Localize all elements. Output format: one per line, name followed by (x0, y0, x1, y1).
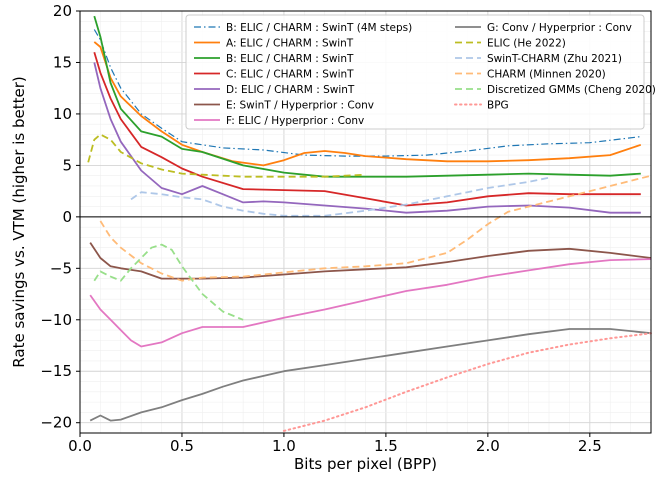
series-line-c-elic-charm-swint (93, 51, 641, 207)
y-tick-label: −10 (40, 311, 72, 329)
series-line-elic-he-2022 (87, 133, 366, 178)
series-line-e-swint-hyperprior-conv (89, 242, 652, 280)
series-line-bpg (282, 332, 652, 432)
series-line-charm-minnen-2020 (99, 174, 652, 282)
y-axis-title: Rate savings vs. VTM (higher is better) (10, 76, 28, 367)
series-line-a-elic-charm-swint (93, 41, 642, 167)
y-tick-label: −20 (40, 414, 72, 432)
legend-label: B: ELIC / CHARM : SwinT (226, 53, 354, 65)
series-line-d-elic-charm-swint (93, 62, 641, 214)
legend-label: A: ELIC / CHARM : SwinT (226, 38, 354, 50)
legend-label: B: ELIC / CHARM : SwinT (4M steps) (226, 22, 412, 34)
legend-label: D: ELIC / CHARM : SwinT (226, 84, 355, 96)
series-line-g-conv-hyperprior-conv (89, 328, 652, 422)
legend-label: Discretized GMMs (Cheng 2020) (487, 84, 656, 96)
x-tick-label: 2.0 (476, 437, 500, 455)
x-tick-label: 1.0 (272, 437, 296, 455)
series-line-swint-charm-zhu-2021 (130, 176, 550, 217)
x-tick-label: 2.5 (578, 437, 602, 455)
series-line-b-elic-charm-swint (93, 15, 641, 178)
axes-frame (79, 10, 652, 434)
y-tick-label: −15 (40, 362, 72, 380)
y-tick-label: 15 (53, 53, 72, 71)
legend-label: SwinT-CHARM (Zhu 2021) (487, 53, 622, 65)
legend-label: G: Conv / Hyperprior : Conv (487, 22, 632, 34)
legend-box (185, 14, 645, 130)
y-tick-label: 10 (53, 105, 72, 123)
series-line-discretized-gmms-cheng-2020 (93, 243, 244, 321)
y-tick-label: 0 (62, 208, 72, 226)
legend-label: CHARM (Minnen 2020) (487, 69, 606, 81)
plot-frame (79, 10, 652, 434)
series-line-b-elic-charm-swint-4m-steps (93, 29, 641, 157)
x-tick-label: 1.5 (374, 437, 398, 455)
legend-label: F: ELIC / Hyperprior : Conv (226, 115, 364, 127)
y-tick-label: 20 (53, 2, 72, 20)
y-tick-label: −5 (50, 259, 72, 277)
series-line-f-elic-hyperprior-conv (89, 258, 652, 348)
x-tick-label: 0.5 (170, 437, 194, 455)
y-tick-label: 5 (62, 156, 72, 174)
x-axis-title: Bits per pixel (BPP) (294, 455, 437, 473)
x-tick-label: 0.0 (68, 437, 92, 455)
legend-label: E: SwinT / Hyperprior : Conv (226, 100, 374, 112)
series-lines (87, 15, 652, 432)
legend-label: ELIC (He 2022) (487, 38, 566, 50)
axis-ticks: 0.0 0.5 1.0 1.5 2.0 2.5 20 15 10 5 0 −5 −10 −15 −20 (40, 2, 601, 455)
legend: B: ELIC / CHARM : SwinT (4M steps) A: ELI… (185, 14, 656, 130)
legend-label: BPG (487, 100, 509, 112)
legend-label: C: ELIC / CHARM : SwinT (226, 69, 354, 81)
